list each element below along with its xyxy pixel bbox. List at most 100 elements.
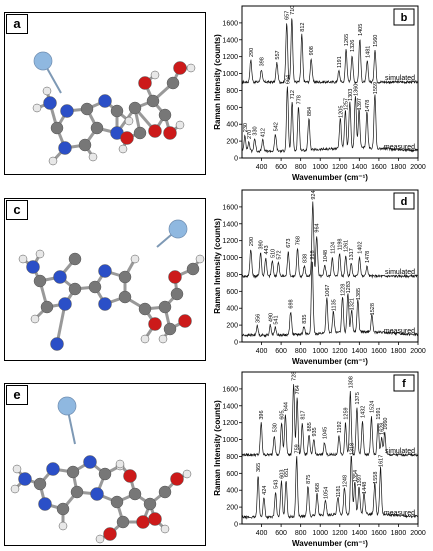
oxygen-atom xyxy=(138,76,152,90)
peak-label: 443 xyxy=(264,245,270,254)
hydrogen-atom xyxy=(30,314,40,324)
y-tick-label: 1600 xyxy=(222,204,238,211)
panel-label-e: e xyxy=(6,385,28,405)
peak-label: 664 xyxy=(285,75,291,84)
x-tick-label: 2000 xyxy=(410,348,426,355)
hydrogen-atom xyxy=(130,254,140,264)
panel-label: d xyxy=(401,196,408,208)
series-label-measured: measured xyxy=(384,144,415,151)
peak-label: 1354 xyxy=(353,470,359,482)
raman-chart-d: 400 600 800 1000 1200 1400 1600 1800 20000200400… xyxy=(213,189,426,366)
y-tick-label: 600 xyxy=(226,289,238,296)
carbon-atom xyxy=(158,108,172,122)
peak-label: 1067 xyxy=(325,285,331,297)
nitrogen-atom xyxy=(50,337,64,351)
nitrogen-atom xyxy=(98,264,112,278)
raman-chart-f: 400 600 800 1000 1200 1400 1600 1800 20000200400… xyxy=(213,371,426,548)
peak-label: 644 xyxy=(283,402,289,411)
y-tick-label: 0 xyxy=(234,522,238,529)
hydrogen-atom xyxy=(42,86,52,96)
spectrum-measured xyxy=(241,261,419,338)
nitrogen-atom xyxy=(26,260,40,274)
molecule-panel-a xyxy=(4,12,206,175)
oxygen-atom xyxy=(136,515,150,529)
oxygen-atom xyxy=(148,512,162,526)
peak-label: 1259 xyxy=(344,407,350,419)
nitrogen-atom xyxy=(60,104,74,118)
x-tick-label: 800 xyxy=(295,348,307,355)
x-tick-label: 1200 xyxy=(332,348,348,355)
x-tick-label: 600 xyxy=(275,348,287,355)
carbon-atom xyxy=(116,515,130,529)
peak-label: 330 xyxy=(253,126,259,135)
peak-label: 390 xyxy=(259,240,265,249)
molecule-panel-e xyxy=(4,383,206,546)
y-tick-label: 1400 xyxy=(222,221,238,228)
hydrogen-atom xyxy=(158,334,168,344)
probe-atom xyxy=(57,396,77,416)
x-tick-label: 1800 xyxy=(391,164,407,171)
peak-label: 1591 xyxy=(376,407,382,419)
peak-label: 1257 xyxy=(343,98,349,110)
carbon-atom xyxy=(110,495,124,509)
peak-label: 1432 xyxy=(360,406,366,418)
x-tick-label: 1000 xyxy=(312,164,328,171)
peak-label: 835 xyxy=(302,315,308,324)
hydrogen-atom xyxy=(140,334,150,344)
carbon-atom xyxy=(158,485,172,499)
oxygen-atom xyxy=(103,527,117,541)
panel-label-c: c xyxy=(6,200,28,220)
peak-label: 490 xyxy=(268,313,274,322)
carbon-atom xyxy=(80,102,94,116)
y-axis-label: Raman Intensity (counts) xyxy=(213,218,222,314)
peak-label: 1318 xyxy=(349,443,355,455)
peak-label: 710 xyxy=(290,6,296,15)
nitrogen-atom xyxy=(43,96,57,110)
y-tick-label: 400 xyxy=(226,488,238,495)
carbon-atom xyxy=(186,262,200,276)
peak-label: 1628 xyxy=(380,423,386,435)
probe-atom xyxy=(33,51,53,71)
raman-chart-b: 400 600 800 1000 1200 1400 1600 1800 20000200400… xyxy=(213,5,426,182)
peak-label: 1192 xyxy=(337,421,343,433)
peak-label: 542 xyxy=(273,122,279,131)
peak-label: 412 xyxy=(261,128,267,137)
y-tick-label: 200 xyxy=(226,323,238,330)
hydrogen-atom xyxy=(95,534,105,544)
x-tick-label: 400 xyxy=(256,348,268,355)
hydrogen-atom xyxy=(160,524,170,534)
x-tick-label: 400 xyxy=(256,530,268,537)
peak-label: 290 xyxy=(249,48,255,57)
peak-label: 875 xyxy=(306,475,312,484)
peak-label: 778 xyxy=(297,95,303,104)
peak-label: 396 xyxy=(259,410,265,419)
oxygen-atom xyxy=(178,314,192,328)
carbon-atom xyxy=(50,121,64,135)
oxygen-atom xyxy=(148,317,162,331)
nitrogen-atom xyxy=(83,455,97,469)
plot-frame xyxy=(241,371,419,525)
x-tick-label: 1000 xyxy=(312,348,328,355)
peak-label: 290 xyxy=(249,237,255,246)
x-tick-label: 1600 xyxy=(371,530,387,537)
x-tick-label: 600 xyxy=(275,164,287,171)
y-tick-label: 200 xyxy=(226,505,238,512)
y-tick-label: 200 xyxy=(226,139,238,146)
y-tick-label: 1400 xyxy=(222,37,238,44)
x-tick-label: 600 xyxy=(275,530,287,537)
nitrogen-atom xyxy=(18,472,32,486)
carbon-atom xyxy=(143,497,157,511)
carbon-atom xyxy=(146,94,160,108)
oxygen-atom xyxy=(120,131,134,145)
hydrogen-atom xyxy=(175,120,185,130)
carbon-atom xyxy=(98,467,112,481)
panel-label-box xyxy=(393,192,415,210)
hydrogen-atom xyxy=(124,116,134,126)
peak-label: 1135 xyxy=(331,299,337,311)
bond xyxy=(55,303,67,345)
hydrogen-atom xyxy=(18,254,28,264)
peak-label: 1054 xyxy=(324,487,330,499)
series-label-measured: measured xyxy=(384,328,415,335)
peak-label: 1303 xyxy=(348,89,354,101)
nitrogen-atom xyxy=(90,487,104,501)
